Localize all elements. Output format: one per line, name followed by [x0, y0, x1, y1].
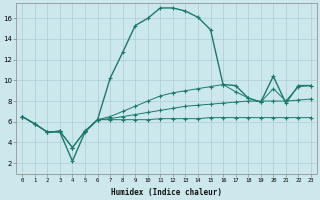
X-axis label: Humidex (Indice chaleur): Humidex (Indice chaleur)	[111, 188, 222, 197]
